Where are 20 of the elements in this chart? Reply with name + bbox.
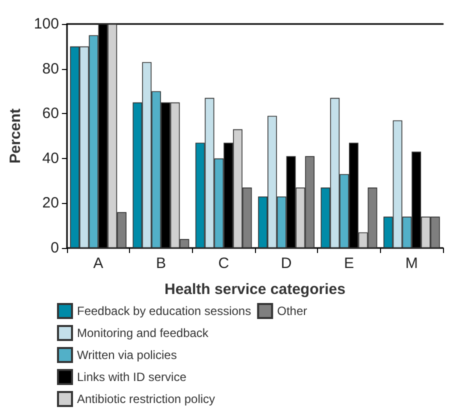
y-tick-label: 80	[42, 60, 59, 78]
legend-label: Monitoring and feedback	[77, 326, 210, 340]
y-tick-label: 100	[34, 16, 59, 32]
x-tick-label: A	[93, 255, 104, 272]
legend-label: Written via policies	[77, 348, 177, 362]
legend-label: Antibiotic restriction policy	[77, 392, 216, 406]
x-tick-label: D	[280, 255, 292, 272]
y-tick-label: 20	[42, 194, 59, 212]
y-axis-title: Percent	[7, 108, 24, 164]
y-tick-label: 0	[50, 240, 59, 256]
legend-label: Other	[277, 304, 308, 318]
x-tick-label: M	[405, 255, 418, 272]
y-tick-label: 40	[42, 150, 59, 167]
legend-label: Feedback by education sessions	[77, 304, 252, 318]
x-tick-label: C	[218, 255, 230, 272]
x-tick-label: B	[156, 255, 166, 272]
y-tick-label: 60	[42, 105, 59, 122]
x-axis-title: Health service categories	[164, 281, 346, 298]
x-tick-label: E	[344, 255, 354, 272]
legend-label: Links with ID service	[77, 370, 187, 384]
